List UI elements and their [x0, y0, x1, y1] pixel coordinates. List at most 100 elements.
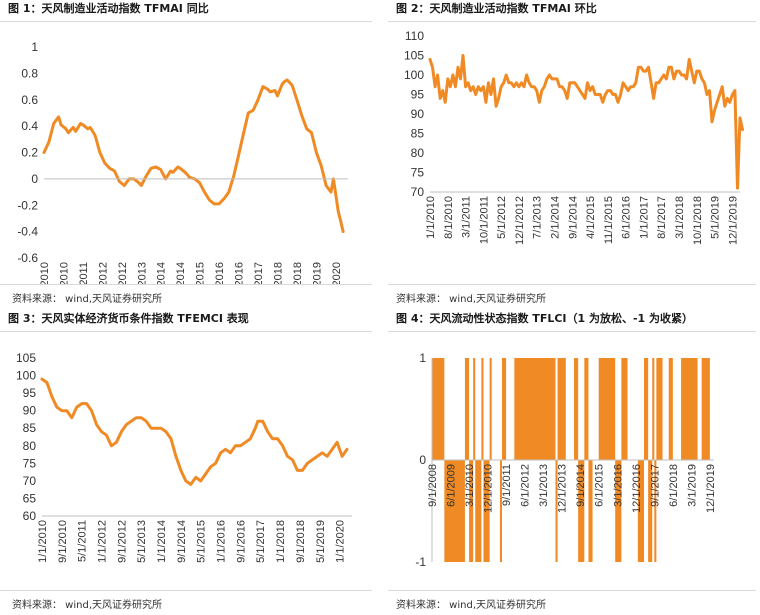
x-tick-label: 5/1/2011 [77, 520, 89, 562]
chart-panel-3: 图 3：天风实体经济货币条件指数 TFEMCI 表现 105 100 95 90 85 8… [0, 310, 378, 615]
x-tick-label: 9/1/2016 [234, 262, 246, 284]
x-tick-label: 9/1/2014 [175, 262, 187, 284]
series-bar [483, 460, 490, 562]
y-tick-label: 60 [23, 509, 37, 523]
x-tick-label: 1/1/2014 [156, 520, 168, 563]
x-tick-label: 5/1/2019 [710, 196, 722, 239]
x-tick-label: 9/1/2014 [575, 464, 587, 507]
x-tick-label: 3/1/2018 [674, 196, 686, 239]
y-tick-label: 75 [411, 166, 425, 180]
x-tick-label: 6/1/2015 [594, 464, 606, 507]
x-tick-label: 10/1/2018 [692, 196, 704, 245]
y-tick-label: 80 [411, 146, 425, 160]
x-tick-label: 1/1/2017 [638, 196, 650, 239]
chart-panel-1: 图 1：天风制造业活动指数 TFMAI 同比 1 0.8 0.6 0.4 0.2 0 -0.… [0, 0, 378, 307]
series-bar [473, 358, 476, 460]
x-tick-label: 12/1/2019 [727, 196, 739, 245]
source-rule [0, 284, 372, 285]
x-tick-label: 9/1/2011 [501, 464, 513, 506]
x-tick-label: 5/1/2015 [196, 520, 208, 563]
y-tick-label: 95 [23, 386, 37, 400]
x-tick-label: 5/1/2013 [136, 262, 148, 284]
y-tick-label: 100 [16, 369, 36, 383]
series-bar [701, 358, 710, 460]
x-tick-label: 5/1/2015 [195, 262, 207, 284]
y-tick-label: 0 [419, 453, 426, 467]
series-bar [481, 358, 484, 460]
series-bar [469, 460, 474, 562]
x-tick-label: 9/1/2010 [57, 520, 69, 563]
x-tick-label: 1/1/2012 [97, 520, 109, 563]
x-tick-label: 1/1/2018 [275, 520, 287, 563]
x-tick-label: 1/1/2016 [216, 520, 228, 563]
series-bar [499, 460, 502, 562]
series-bar [444, 460, 465, 562]
source-rule [388, 284, 756, 285]
source-rule [0, 590, 372, 591]
y-tick-label: 110 [405, 29, 424, 43]
title-rule [388, 331, 756, 332]
source-note: 资料来源： wind,天风证券研究所 [12, 600, 162, 611]
y-tick-label: 100 [404, 68, 424, 82]
x-tick-label: 9/1/2012 [117, 262, 129, 284]
series-bar [555, 460, 558, 562]
chart-panel-4: 图 4：天风流动性状态指数 TFLCI（1 为放松、-1 为收紧） 1 0 -1 9/… [388, 310, 760, 615]
series-bar [621, 358, 628, 460]
x-tick-label: 6/1/2012 [520, 464, 532, 507]
x-tick-label: 3/1/2010 [464, 464, 476, 507]
x-tick-label: 1/1/2010 [39, 262, 51, 284]
plot-area: 105 100 95 90 85 80 75 70 65 601/1/2010 9/1/2010 5/… [16, 351, 352, 563]
x-tick-label: 3/1/2016 [612, 464, 624, 507]
series-bar [652, 358, 655, 460]
source-note: 资料来源： wind,天风证券研究所 [396, 294, 546, 305]
y-tick-label: 0.2 [21, 146, 38, 160]
y-tick-label: 75 [23, 456, 37, 470]
x-tick-label: 8/1/2017 [656, 196, 668, 239]
y-tick-label: -0.2 [17, 198, 38, 212]
series-line [40, 377, 349, 486]
chart-panel-2: 图 2：天风制造业活动指数 TFMAI 环比 110 105 100 95 90 85 80… [388, 0, 760, 307]
x-tick-label: 5/1/2013 [136, 520, 148, 563]
x-tick-label: 1/1/2012 [97, 262, 109, 284]
x-tick-label: 1/1/2014 [156, 262, 168, 284]
line-chart-tfmai-mom: 110 105 100 95 90 85 80 75 701/1/2010 8/1/2010 3/1… [404, 29, 744, 245]
x-tick-label: 10/1/2011 [478, 196, 490, 244]
series-bar [574, 358, 579, 460]
series-bar [637, 460, 645, 562]
y-tick-label: 1 [419, 351, 426, 365]
series-bar [501, 358, 507, 460]
line-chart-tfmai-yoy: 1 0.8 0.6 0.4 0.2 0 -0.2 -0.4 -0.61/1/2010 9/1/20… [17, 40, 348, 284]
plot-area: 1 0 -1 9/1/2008 6/1/2009 3/1/2010 12/1/2010 9/1… [415, 351, 717, 569]
x-tick-label: 5/1/2017 [255, 520, 267, 563]
x-tick-label: 2/1/2014 [550, 196, 562, 239]
area-chart-tflci: 1 0 -1 9/1/2008 6/1/2009 3/1/2010 12/1/2010 9/1… [415, 351, 717, 569]
x-tick-label: 9/1/2012 [116, 520, 128, 563]
series-bar [475, 460, 482, 562]
x-tick-label: 1/1/2010 [37, 520, 49, 563]
x-tick-label: 6/1/2018 [668, 464, 680, 507]
series-bar [432, 358, 445, 460]
series-bar [656, 358, 663, 460]
x-tick-label: 9/1/2018 [295, 520, 307, 563]
y-tick-label: 80 [23, 439, 37, 453]
plot-area: 110 105 100 95 90 85 80 75 701/1/2010 8/1/2010 3/1… [404, 29, 744, 245]
series-bar [648, 460, 653, 562]
series-bar [584, 358, 589, 460]
y-tick-label: 105 [404, 49, 424, 63]
x-tick-label: 6/1/2009 [446, 464, 458, 507]
y-tick-label: 70 [411, 185, 425, 199]
x-tick-label: 6/1/2016 [621, 196, 633, 239]
chart-title: 图 4：天风流动性状态指数 TFLCI（1 为放松、-1 为收紧） [396, 312, 694, 325]
chart-title: 图 2：天风制造业活动指数 TFMAI 环比 [396, 2, 597, 15]
y-tick-label: 0.8 [21, 66, 38, 80]
x-tick-label: 3/1/2019 [686, 464, 698, 507]
y-tick-label: -0.6 [17, 251, 38, 265]
line-chart-tfemci: 105 100 95 90 85 80 75 70 65 601/1/2010 9/1/2010 5/… [16, 351, 352, 563]
x-tick-label: 1/1/2010 [425, 196, 437, 239]
series-bar [598, 358, 616, 460]
y-tick-label: 90 [411, 107, 425, 121]
x-tick-label: 8/1/2010 [443, 196, 455, 239]
x-tick-label: 5/1/2017 [253, 262, 265, 284]
series-line [428, 54, 744, 190]
y-tick-label: 0.6 [21, 93, 38, 107]
